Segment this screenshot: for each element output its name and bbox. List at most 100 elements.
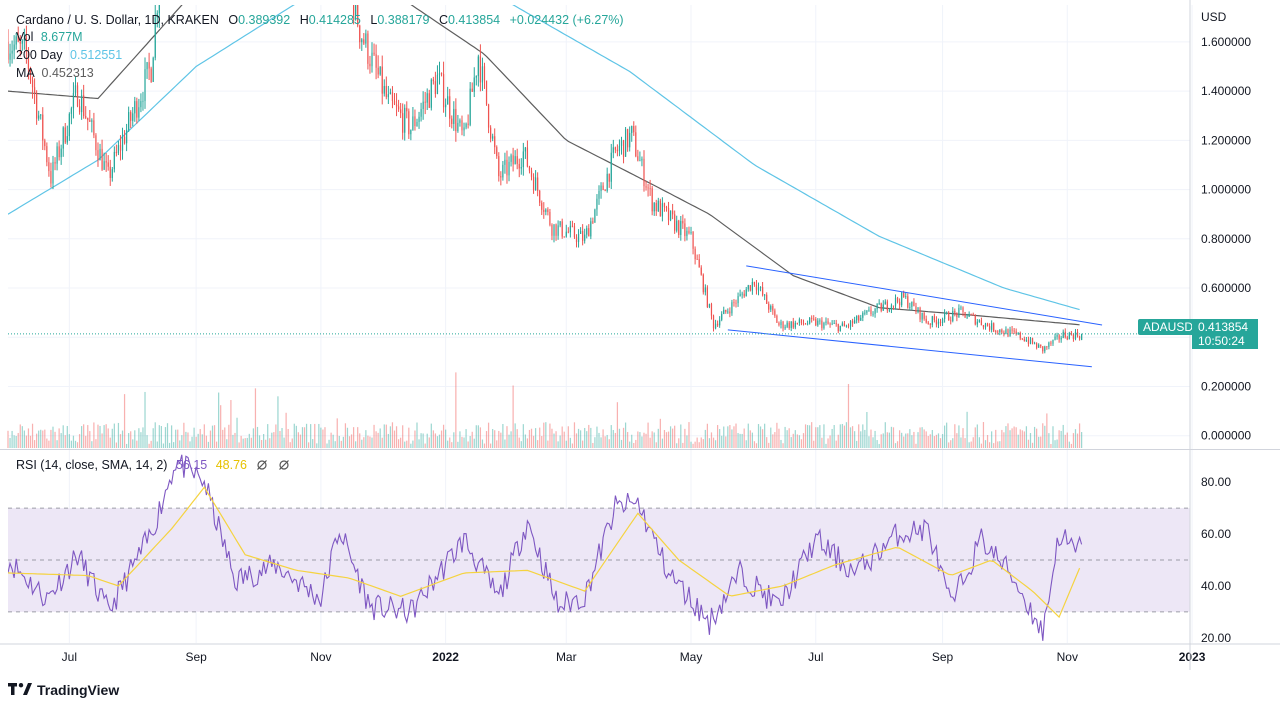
volume-bar [215, 441, 218, 448]
candle-body [710, 304, 713, 316]
candle-body [598, 190, 600, 199]
candle-body [526, 147, 529, 167]
candle-body [447, 96, 449, 105]
candle-body [87, 117, 89, 121]
volume-bar [958, 425, 960, 448]
tradingview-branding[interactable]: TradingView [8, 682, 119, 698]
volume-bar [485, 431, 488, 448]
candle-body [941, 319, 944, 323]
volume-bar [195, 436, 197, 448]
volume-bar [287, 428, 289, 448]
volume-bar [138, 428, 140, 448]
ma200-legend[interactable]: 200 Day 0.512551 [16, 47, 122, 63]
volume-bar [1007, 423, 1009, 448]
candle-body [706, 287, 708, 308]
candle-body [727, 311, 729, 313]
candle-body [485, 80, 488, 105]
volume-bar [410, 443, 412, 448]
candle-body [144, 69, 146, 101]
channel-trendlines[interactable] [8, 265, 1190, 368]
candle-body [1013, 330, 1015, 332]
volume-bar [342, 436, 344, 448]
volume-bar [1062, 424, 1064, 448]
close-value: 0.413854 [447, 13, 501, 27]
volume-bar [377, 432, 379, 448]
candle-body [993, 323, 995, 332]
candle-body [113, 151, 115, 170]
candle-body [1056, 335, 1058, 337]
candle-body [780, 321, 782, 326]
volume-bar [534, 428, 537, 448]
volume-bar [326, 443, 328, 448]
channel-trendline [727, 329, 1092, 368]
volume-bar [389, 426, 392, 448]
volume-bar [381, 437, 383, 448]
volume-bar [811, 422, 813, 448]
volume-bar [442, 424, 445, 448]
volume-bar [577, 428, 580, 448]
volume-bar [236, 417, 238, 448]
time-axis-label: 2023 [1179, 650, 1206, 664]
eye-slash-icon[interactable] [278, 459, 290, 474]
volume-bar [64, 435, 66, 448]
volume-bar [361, 439, 363, 448]
volume-bar [672, 428, 674, 448]
volume-bar [283, 437, 285, 448]
candle-body [19, 41, 21, 44]
candle-body [48, 162, 50, 172]
candle-body [700, 267, 702, 275]
candle-body [837, 324, 839, 332]
volume-bar [571, 443, 574, 448]
candle-body [829, 323, 831, 325]
candle-body [369, 63, 371, 67]
candle-body [999, 329, 1001, 333]
volume-bar [674, 425, 676, 448]
candle-body [117, 145, 120, 154]
volume-bar [819, 425, 821, 448]
volume-bar [134, 430, 136, 448]
candle-body [541, 202, 543, 210]
volume-bar [338, 435, 340, 448]
volume-bar [502, 423, 504, 448]
candle-body [553, 224, 555, 236]
candle-body [759, 287, 762, 288]
volume-bar [289, 442, 291, 448]
volume-bar [256, 426, 259, 448]
volume-bar [150, 440, 152, 448]
volume-bar [432, 430, 434, 448]
volume-bar [988, 442, 991, 448]
volume-bar [40, 429, 42, 448]
volume-bar [966, 411, 968, 448]
candle-body [573, 226, 576, 238]
candle-body [984, 323, 987, 328]
ma200-label: 200 Day [16, 48, 63, 62]
volume-bar [1005, 426, 1007, 448]
volume-bar [422, 433, 424, 448]
volume-bar [786, 430, 788, 448]
volume-bar [31, 423, 34, 448]
volume-bar [854, 431, 856, 448]
candle-body [584, 234, 586, 241]
candle-body [960, 307, 962, 309]
rsi-legend[interactable]: RSI (14, close, SMA, 14, 2) 56.15 48.76 [16, 458, 290, 474]
volume-bar [242, 438, 244, 448]
candle-body [1009, 329, 1011, 337]
candle-body [692, 232, 694, 249]
time-axis-label: May [680, 650, 703, 664]
candle-body [1052, 339, 1054, 344]
candle-body [682, 220, 684, 224]
candle-body [152, 57, 154, 82]
ma-legend[interactable]: MA 0.452313 [16, 65, 94, 81]
candle-body [150, 68, 152, 82]
volume-bar [927, 436, 929, 448]
candle-body [627, 129, 629, 148]
volume-bar [68, 434, 70, 448]
candle-body [1036, 343, 1038, 348]
volume-bar [52, 426, 54, 448]
volume-legend[interactable]: Vol 8.677M [16, 29, 83, 45]
symbol-title[interactable]: Cardano / U. S. Dollar, 1D, KRAKEN [16, 13, 219, 27]
candle-body [821, 320, 823, 329]
eye-slash-icon[interactable] [256, 459, 268, 474]
volume-bar [132, 439, 134, 448]
